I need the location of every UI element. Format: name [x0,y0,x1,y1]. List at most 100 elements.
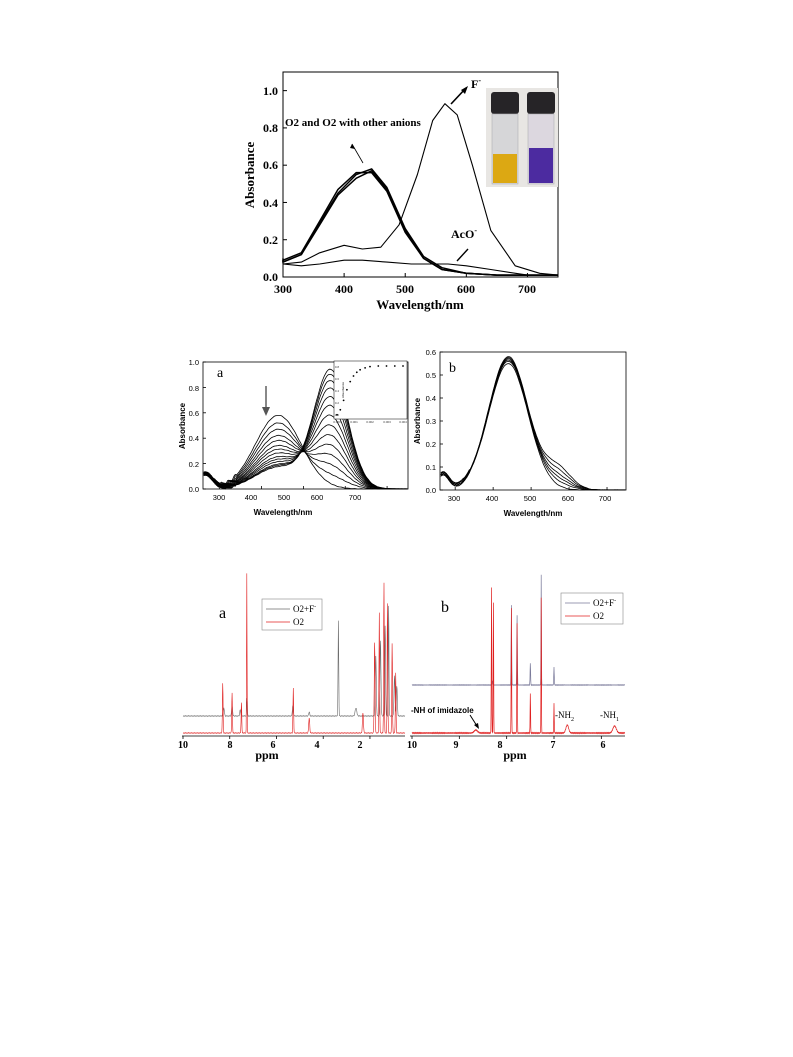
mid-b-plot-frame [439,351,627,491]
nmr-a-xtick-8: 8 [228,740,233,751]
mid-a-ytick-3: 0.6 [189,409,199,418]
top-x-tick-labels: 300 400 500 600 700 [274,282,536,296]
nmr-b-annotation-nh-imidazole: -NH of imidazole [411,706,474,715]
mid-a-inset-y-tick-labels: 0.8 0.6 0.4 0.2 0.0 [335,365,340,417]
mid-b-ytick-4: 0.4 [426,394,436,403]
mid-b-series-line-6 [440,356,626,491]
top-series-group [282,103,559,276]
inset-point-11 [377,365,380,367]
mid-a-ytick-5: 1.0 [189,358,199,367]
nmr-b-chart: 10 9 8 7 6 ppm b O2+F- O2 -NH of imidazo… [407,574,626,762]
nmr-b-legend: O2+F- O2 [560,592,624,625]
top-annotation-f: F- [471,76,481,91]
nmr-a-ticks [182,736,371,739]
nmr-a-xtick-6: 6 [271,740,276,751]
mid-a-xtick-400: 400 [245,493,258,502]
mid-a-ytick-2: 0.4 [189,434,199,443]
nmr-b-annotation-nh2: -NH2 [555,710,574,723]
nmr-a-legend-label-2: O2 [293,617,304,627]
mid-a-xtick-500: 500 [278,493,291,502]
mid-a-ytick-1: 0.2 [189,460,199,469]
nmr-b-x-tick-labels: 10 9 8 7 6 [407,740,606,751]
top-y-tick-labels: 0.0 0.2 0.4 0.6 0.8 1.0 [263,84,278,284]
top-chart: 300 400 500 600 700 0.0 0.2 0.4 0.6 0.8 … [242,71,559,312]
top-series-line-4 [282,103,559,276]
inset-ytick-0: 0.8 [335,365,340,369]
mid-b-ytick-1: 0.1 [426,463,436,472]
nmr-b-panel-label: b [441,599,449,616]
top-series-line-5 [282,259,558,276]
inset-point-14 [402,365,404,367]
mid-a-ytick-4: 0.8 [189,384,199,393]
inset-point-8 [359,368,361,371]
mid-a-plot-frame [202,361,409,490]
nmr-b-trace-o2 [411,587,626,735]
mid-a-inset: 0.000 0.001 0.002 0.003 0.004 0.8 0.6 0.… [333,360,408,424]
mid-a-series-line-2 [203,422,408,490]
inset-point-4 [346,388,348,391]
nmr-b-xtick-7: 7 [551,740,556,751]
mid-b-y-tick-labels: 0.0 0.1 0.2 0.3 0.4 0.5 0.6 [426,348,436,495]
nmr-a-legend: O2+F- O2 [261,598,323,631]
inset-point-7 [355,371,358,374]
mid-b-chart: 300 400 500 600 700 0.0 0.1 0.2 0.3 0.4 … [413,348,627,518]
mid-b-x-tick-labels: 300 400 500 600 700 [448,494,612,503]
mid-b-ytick-5: 0.5 [426,371,436,380]
mid-a-series-line-10 [203,395,408,490]
nmr-b-legend-label-1: O2+F- [593,598,616,608]
nmr-a-xtick-10: 10 [178,740,188,751]
nmr-a-x-tick-labels: 10 8 6 4 2 [178,740,363,751]
inset-xtick-3: 0.003 [383,420,391,424]
vial-photo [486,88,558,187]
vial-purple-solution [529,148,553,183]
top-ytick-2: 0.4 [263,196,278,210]
mid-a-x-tick-labels: 300 400 500 600 700 [213,493,362,502]
nmr-a-xtick-2: 2 [358,740,363,751]
inset-point-1 [336,413,338,416]
vial-purple-cap [527,92,555,114]
top-xtick-600: 600 [457,282,475,296]
top-ytick-0: 0.0 [263,270,278,284]
top-annotation-aco: AcO- [451,226,477,241]
top-ylabel: Absorbance [242,142,257,209]
nmr-a-panel-label: a [219,605,226,622]
inset-point-12 [385,365,388,367]
mid-a-series-line-3 [203,428,408,490]
mid-a-inset-x-tick-labels: 0.000 0.001 0.002 0.003 0.004 [333,420,407,424]
mid-a-ticks [203,361,388,490]
nmr-a-xtick-4: 4 [315,740,320,751]
mid-b-ytick-2: 0.2 [426,440,436,449]
mid-a-panel-label: a [217,366,224,381]
mid-b-xlabel: Wavelength/nm [504,509,563,518]
mid-b-xtick-700: 700 [599,494,612,503]
vial-purple [527,92,555,185]
top-ticks [282,90,528,278]
top-xtick-700: 700 [518,282,536,296]
top-arrowhead-o2 [350,144,355,149]
inset-point-3 [342,399,345,402]
nmr-a-trace-o2 [182,573,406,734]
nmr-a-legend-box [261,598,323,631]
nmr-b-arrowhead-nh [474,723,479,729]
mid-a-series-line-7 [203,424,408,490]
top-xtick-300: 300 [274,282,292,296]
mid-a-xlabel: Wavelength/nm [254,508,313,517]
top-series-line-3 [282,171,558,276]
mid-b-xtick-300: 300 [448,494,461,503]
inset-point-10 [369,365,371,368]
mid-a-xtick-300: 300 [213,493,226,502]
nmr-b-xtick-10: 10 [407,740,417,751]
nmr-a-xlabel: ppm [255,748,278,762]
nmr-b-legend-label-2: O2 [593,611,604,621]
mid-b-ticks [440,351,608,491]
nmr-b-legend-box [560,592,624,625]
inset-point-5 [349,380,352,383]
mid-a-series-line-14 [203,368,408,490]
top-arrowhead-f [461,86,468,94]
inset-xtick-0: 0.000 [333,420,341,424]
top-arrow-aco [456,248,469,262]
mid-b-xtick-600: 600 [562,494,575,503]
mid-a-series-line-5 [203,439,408,490]
mid-b-xtick-500: 500 [524,494,537,503]
nmr-b-trace-o2-f [411,574,626,687]
